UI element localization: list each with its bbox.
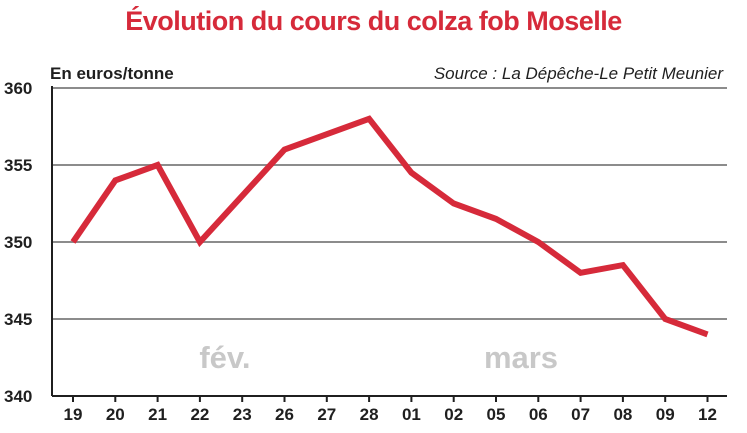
source-note: Source : La Dépêche-Le Petit Meunier xyxy=(433,64,723,83)
x-tick-label-21: 21 xyxy=(148,405,167,424)
x-tick-label-26: 26 xyxy=(275,405,294,424)
month-label-fv: fév. xyxy=(199,340,250,375)
x-tick-label-08: 08 xyxy=(613,405,632,424)
x-tick-label-09: 09 xyxy=(656,405,675,424)
y-tick-label-345: 345 xyxy=(4,310,32,329)
x-tick-label-23: 23 xyxy=(233,405,252,424)
chart-title: Évolution du cours du colza fob Moselle xyxy=(125,6,622,36)
y-tick-label-340: 340 xyxy=(4,387,32,406)
x-tick-label-02: 02 xyxy=(444,405,463,424)
x-tick-label-01: 01 xyxy=(402,405,421,424)
x-tick-label-22: 22 xyxy=(190,405,209,424)
x-tick-label-07: 07 xyxy=(571,405,590,424)
x-tick-label-20: 20 xyxy=(106,405,125,424)
x-tick-label-12: 12 xyxy=(698,405,717,424)
x-tick-label-06: 06 xyxy=(529,405,548,424)
x-tick-label-19: 19 xyxy=(64,405,83,424)
x-tick-label-27: 27 xyxy=(317,405,336,424)
month-label-mars: mars xyxy=(484,340,558,375)
y-axis-unit-label: En euros/tonne xyxy=(50,64,174,83)
y-tick-label-355: 355 xyxy=(4,156,32,175)
y-tick-label-360: 360 xyxy=(4,79,32,98)
y-tick-label-350: 350 xyxy=(4,233,32,252)
x-tick-label-05: 05 xyxy=(487,405,506,424)
x-tick-label-28: 28 xyxy=(360,405,379,424)
series-line-0 xyxy=(70,115,709,338)
